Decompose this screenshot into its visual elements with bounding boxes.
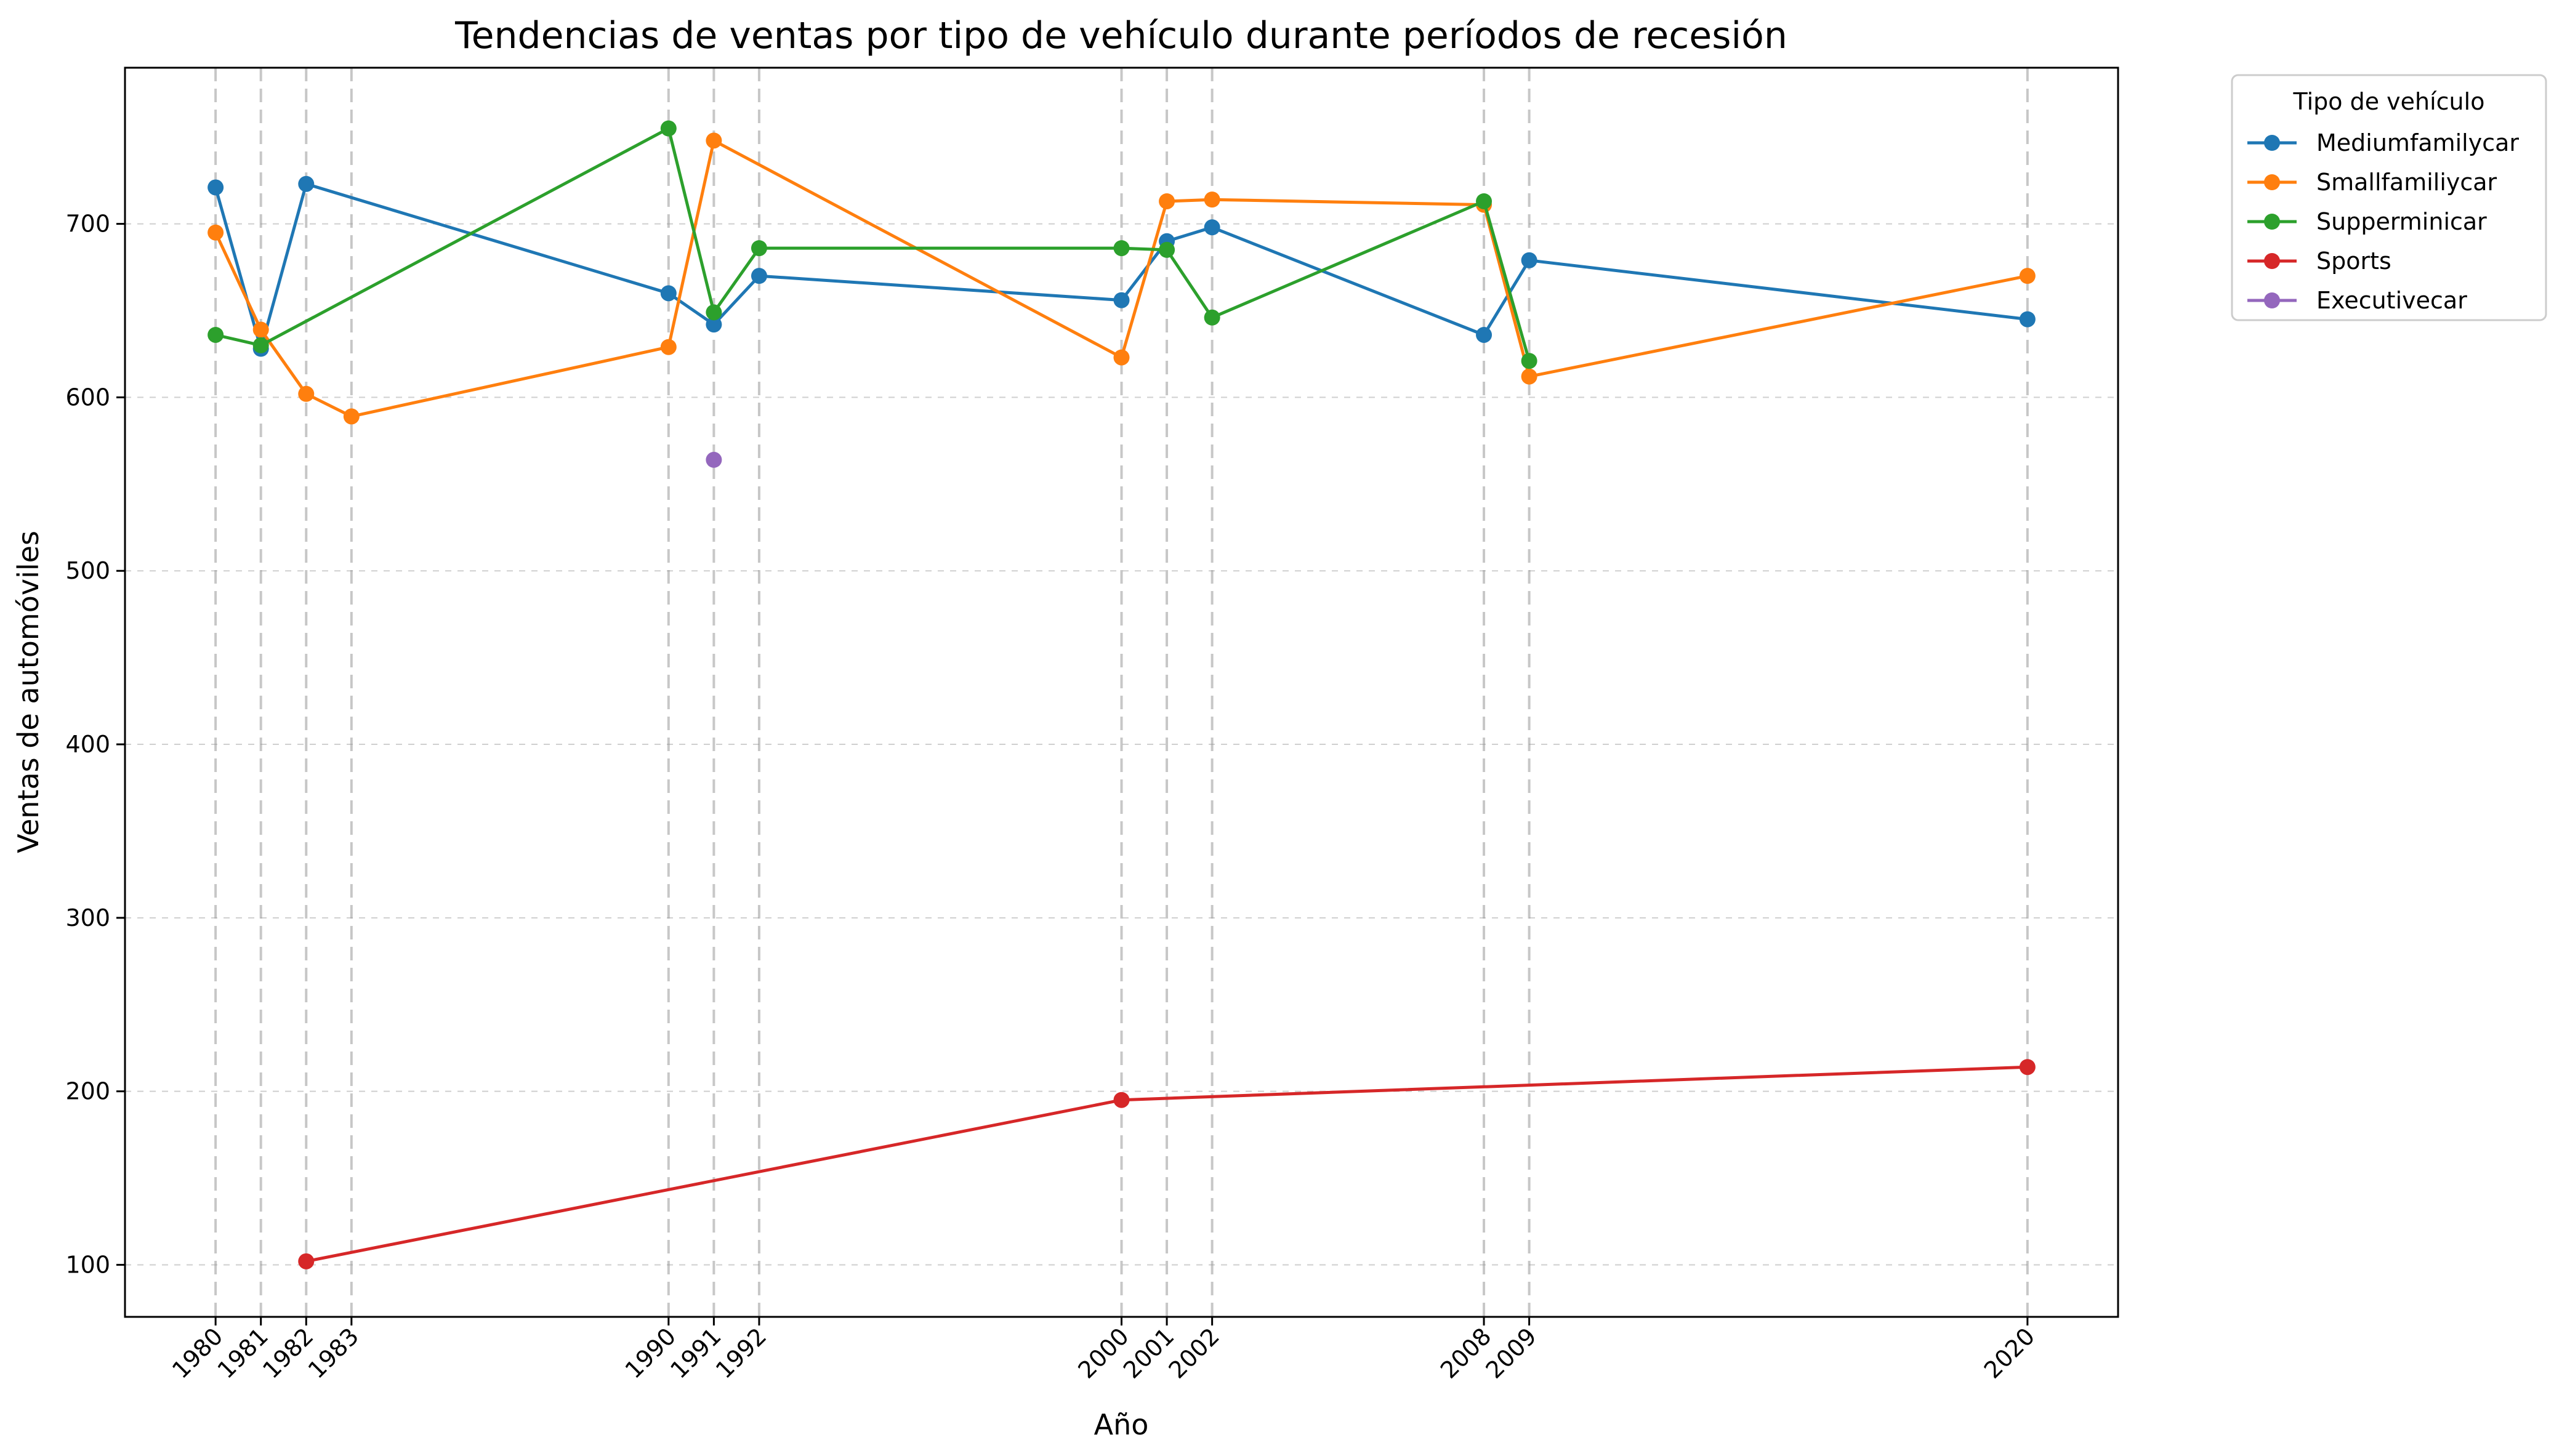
data-point bbox=[1113, 349, 1130, 366]
y-tick-label: 600 bbox=[65, 384, 110, 411]
legend-label: Executivecar bbox=[2316, 287, 2467, 314]
data-point bbox=[660, 339, 677, 355]
legend-box bbox=[2231, 74, 2547, 321]
data-point bbox=[706, 132, 722, 149]
data-point bbox=[1113, 1092, 1130, 1108]
data-point bbox=[207, 326, 224, 343]
legend-swatch-marker bbox=[2264, 135, 2280, 151]
series-executivecar bbox=[706, 451, 722, 468]
data-point bbox=[660, 120, 677, 137]
data-point bbox=[706, 304, 722, 321]
data-point bbox=[298, 385, 315, 402]
data-point bbox=[1113, 240, 1130, 257]
data-point bbox=[207, 224, 224, 241]
data-point bbox=[252, 321, 269, 338]
legend-item: Smallfamiliycar bbox=[2247, 169, 2497, 196]
plot-area bbox=[125, 68, 2118, 1317]
legend-swatch-marker bbox=[2264, 214, 2280, 230]
legend-item: Executivecar bbox=[2247, 287, 2467, 314]
series-line bbox=[214, 182, 2028, 350]
legend-item: Sports bbox=[2247, 247, 2391, 275]
data-point bbox=[1204, 191, 1220, 208]
data-point bbox=[1113, 292, 1130, 308]
data-point bbox=[298, 175, 315, 192]
y-tick-label: 300 bbox=[65, 904, 110, 931]
legend-label: Supperminicar bbox=[2316, 208, 2487, 235]
data-point bbox=[1204, 309, 1220, 326]
data-point bbox=[660, 285, 677, 302]
x-axis-label: Año bbox=[1094, 1408, 1149, 1441]
series-group bbox=[207, 120, 2036, 1269]
data-point bbox=[1521, 368, 1537, 385]
y-axis-ticks: 100 200 300 400 500 600 700 bbox=[65, 211, 125, 1278]
legend-label: Mediumfamilycar bbox=[2316, 129, 2519, 156]
data-point bbox=[1521, 252, 1537, 268]
data-point bbox=[751, 268, 767, 284]
legend: Tipo de vehículo Mediumfamilycar Smallfam… bbox=[2231, 74, 2547, 321]
data-point bbox=[2019, 1059, 2036, 1076]
data-point bbox=[1476, 193, 1492, 209]
legend-title: Tipo de vehículo bbox=[2293, 88, 2485, 115]
legend-swatch-marker bbox=[2264, 174, 2280, 190]
y-tick-label: 400 bbox=[65, 731, 110, 758]
legend-swatch-marker bbox=[2264, 253, 2280, 269]
legend-items: Mediumfamilycar Smallfamiliycar Suppermini… bbox=[2247, 129, 2519, 314]
y-axis-label: Ventas de automóviles bbox=[12, 531, 45, 853]
data-point bbox=[1204, 219, 1220, 236]
legend-item: Supperminicar bbox=[2247, 208, 2487, 235]
series-mediumfamilycar bbox=[207, 175, 2036, 357]
data-point bbox=[1159, 241, 1175, 258]
data-point bbox=[252, 337, 269, 353]
chart-title: Tendencias de ventas por tipo de vehícul… bbox=[454, 14, 1787, 57]
data-point bbox=[207, 179, 224, 196]
series-sports bbox=[298, 1059, 2036, 1269]
data-point bbox=[1521, 353, 1537, 369]
legend-item: Mediumfamilycar bbox=[2247, 129, 2519, 156]
data-point bbox=[706, 316, 722, 333]
data-point bbox=[751, 240, 767, 257]
data-point bbox=[298, 1253, 315, 1269]
y-tick-label: 200 bbox=[65, 1078, 110, 1105]
data-point bbox=[706, 451, 722, 468]
data-point bbox=[1159, 193, 1175, 209]
data-point bbox=[1476, 326, 1492, 343]
legend-label: Sports bbox=[2316, 247, 2391, 275]
legend-swatch-marker bbox=[2264, 292, 2280, 308]
series-line bbox=[215, 127, 1531, 361]
y-tick-label: 700 bbox=[65, 211, 110, 238]
data-point bbox=[343, 408, 360, 425]
legend-label: Smallfamiliycar bbox=[2316, 169, 2497, 196]
y-tick-label: 500 bbox=[65, 557, 110, 584]
data-point bbox=[2019, 311, 2036, 328]
data-point bbox=[2019, 268, 2036, 284]
y-tick-label: 100 bbox=[65, 1251, 110, 1278]
series-supperminicar bbox=[207, 120, 1537, 369]
